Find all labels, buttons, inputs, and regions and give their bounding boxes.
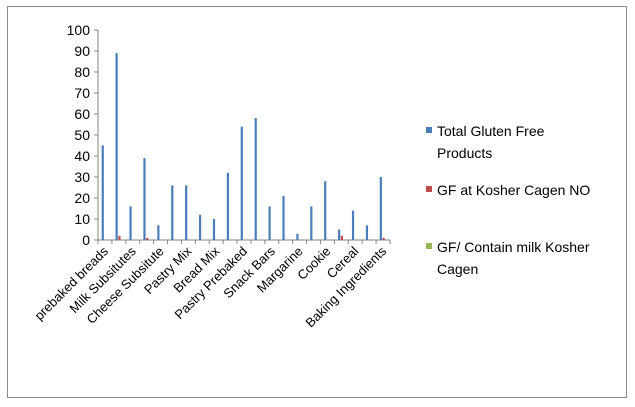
bar: [296, 233, 299, 240]
y-tick-label: 10: [74, 211, 90, 227]
legend-label: Total Gluten Free: [437, 123, 545, 139]
bar: [115, 53, 118, 240]
bar: [324, 181, 327, 240]
legend-swatch: [426, 243, 432, 249]
bar: [146, 237, 149, 240]
bar: [351, 210, 355, 240]
y-tick-label: 90: [74, 43, 90, 59]
bar: [118, 235, 121, 240]
y-tick-label: 40: [74, 148, 90, 164]
chart-frame: [7, 6, 627, 398]
legend-label: Products: [437, 145, 492, 161]
y-tick-label: 50: [74, 127, 90, 143]
bar: [365, 225, 369, 240]
bar: [212, 219, 216, 240]
y-tick-label: 0: [82, 232, 90, 248]
y-tick-label: 20: [74, 190, 90, 206]
bar: [101, 145, 104, 240]
bar: [310, 206, 313, 240]
bars: [101, 53, 385, 240]
bar: [340, 235, 344, 240]
y-tick-label: 100: [67, 22, 91, 38]
bar: [382, 237, 385, 240]
bar: [185, 185, 188, 240]
bar: [268, 206, 271, 240]
legend-label: GF/ Contain milk Kosher: [437, 239, 590, 255]
legend-swatch: [426, 186, 432, 192]
y-tick-label: 70: [74, 85, 90, 101]
bar: [143, 158, 146, 240]
bar: [338, 229, 341, 240]
bar: [171, 185, 174, 240]
bar: [379, 177, 382, 240]
y-axis: 0 10 20 30 40 50 60 70 80 90 100: [67, 22, 99, 248]
bar: [254, 118, 257, 240]
bar: [129, 206, 132, 240]
bar: [198, 214, 202, 240]
bar: [226, 172, 229, 240]
bar: [240, 126, 243, 240]
y-tick-label: 60: [74, 106, 90, 122]
legend-label: GF at Kosher Cagen NO: [437, 182, 590, 198]
legend-swatch: [426, 127, 432, 133]
legend-label: Cagen: [437, 261, 478, 277]
legend: Total Gluten Free Products GF at Kosher Ca…: [426, 123, 590, 277]
y-tick-label: 30: [74, 169, 90, 185]
bar: [157, 225, 160, 240]
bar: [282, 195, 285, 240]
y-tick-label: 80: [74, 64, 90, 80]
